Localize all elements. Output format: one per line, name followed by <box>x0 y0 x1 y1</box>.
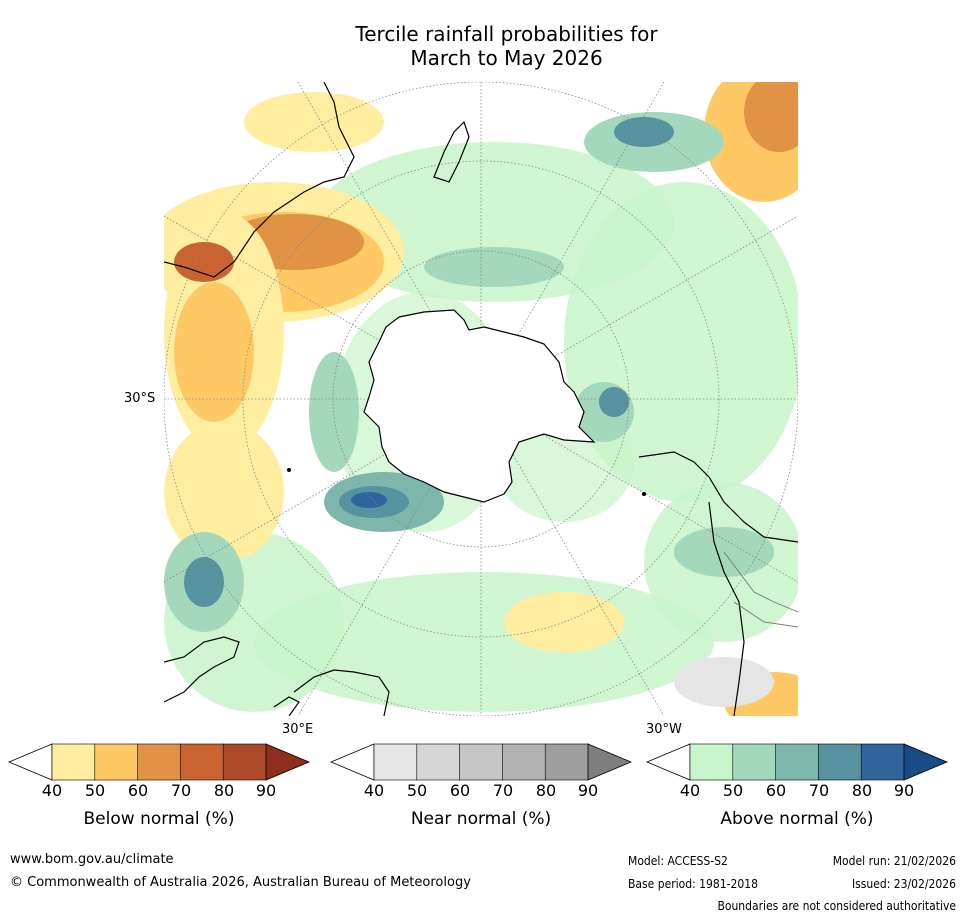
colorbar-below-normal-swatches <box>7 743 311 781</box>
tick-label: 70 <box>492 781 514 800</box>
footer-model: Model: ACCESS-S2 <box>628 854 728 868</box>
colorbar-extend-low <box>645 743 691 781</box>
tick-label: 80 <box>213 781 235 800</box>
graticule <box>164 82 798 716</box>
colorbar-bin <box>222 743 267 781</box>
lat-label-30s: 30°S <box>124 391 156 406</box>
colorbar-bin <box>689 743 734 781</box>
footer-model-run: Model run: 21/02/2026 <box>832 854 956 868</box>
tick-label: 70 <box>170 781 192 800</box>
africa-coastline <box>164 82 355 278</box>
tick-label: 60 <box>449 781 471 800</box>
colorbar-extend-high <box>265 743 311 781</box>
footer-issued: Issued: 23/02/2026 <box>851 877 956 891</box>
colorbar-bin <box>51 743 96 781</box>
island-marker <box>642 492 646 496</box>
footer-disclaimer: Boundaries are not considered authoritat… <box>717 899 956 913</box>
island-marker <box>287 468 291 472</box>
colorbar-near-normal: 40 50 60 70 80 90 Near normal (%) <box>329 743 633 829</box>
tick-label: 90 <box>893 781 915 800</box>
chart-title: Tercile rainfall probabilities for March… <box>0 22 965 70</box>
footer-copyright: © Commonwealth of Australia 2026, Austra… <box>10 875 471 890</box>
colorbar-bin <box>373 743 418 781</box>
colorbar-bin <box>137 743 182 781</box>
colorbar-below-normal-ticks: 40 50 60 70 80 90 <box>9 781 309 801</box>
tick-label: 60 <box>127 781 149 800</box>
colorbar-bin <box>860 743 905 781</box>
tick-label: 40 <box>363 781 385 800</box>
new-zealand-coastline <box>273 669 390 716</box>
tick-label: 90 <box>577 781 599 800</box>
south-america-borders <box>723 551 798 628</box>
tick-label: 50 <box>84 781 106 800</box>
colorbar-below-normal: 40 50 60 70 80 90 Below normal (%) <box>7 743 311 829</box>
colorbar-near-normal-swatches <box>329 743 633 781</box>
colorbar-near-normal-title: Near normal (%) <box>410 809 552 829</box>
colorbar-bin <box>502 743 546 781</box>
tick-label: 50 <box>722 781 744 800</box>
colorbar-below-normal-title: Below normal (%) <box>83 809 235 829</box>
title-line-1: Tercile rainfall probabilities for <box>355 22 658 46</box>
south-america-coastline <box>638 451 798 716</box>
colorbar-extend-high <box>903 743 949 781</box>
colorbar-extend-low <box>329 743 375 781</box>
tick-label: 80 <box>535 781 557 800</box>
colorbar-bin <box>180 743 224 781</box>
title-line-2: March to May 2026 <box>410 46 603 70</box>
footer-website: www.bom.gov.au/climate <box>10 852 174 867</box>
colorbar-bin <box>459 743 504 781</box>
tick-label: 40 <box>41 781 63 800</box>
colorbar-above-normal: 40 50 60 70 80 90 Above normal (%) <box>645 743 949 829</box>
lon-label-30e: 30°E <box>282 722 314 737</box>
colorbar-extend-high <box>587 743 633 781</box>
colorbar-bin <box>818 743 862 781</box>
tick-label: 60 <box>765 781 787 800</box>
colorbar-bin <box>544 743 589 781</box>
colorbar-bin <box>94 743 139 781</box>
tick-label: 40 <box>679 781 701 800</box>
colorbar-extend-low <box>7 743 53 781</box>
antarctica-coastline <box>363 309 596 503</box>
colorbar-above-normal-ticks: 40 50 60 70 80 90 <box>647 781 947 801</box>
colorbar-bin <box>416 743 461 781</box>
footer-base-period: Base period: 1981-2018 <box>628 877 759 891</box>
australia-coastline <box>164 636 240 703</box>
colorbar-above-normal-swatches <box>645 743 949 781</box>
colorbar-near-normal-ticks: 40 50 60 70 80 90 <box>331 781 631 801</box>
rainfall-probability-map <box>164 82 798 716</box>
tick-label: 90 <box>255 781 277 800</box>
colorbar-above-normal-title: Above normal (%) <box>720 809 874 829</box>
colorbar-bin <box>732 743 777 781</box>
lon-label-30w: 30°W <box>646 722 682 737</box>
colorbar-bin <box>775 743 820 781</box>
tick-label: 70 <box>808 781 830 800</box>
tick-label: 80 <box>851 781 873 800</box>
tick-label: 50 <box>406 781 428 800</box>
madagascar-coastline <box>433 120 470 183</box>
